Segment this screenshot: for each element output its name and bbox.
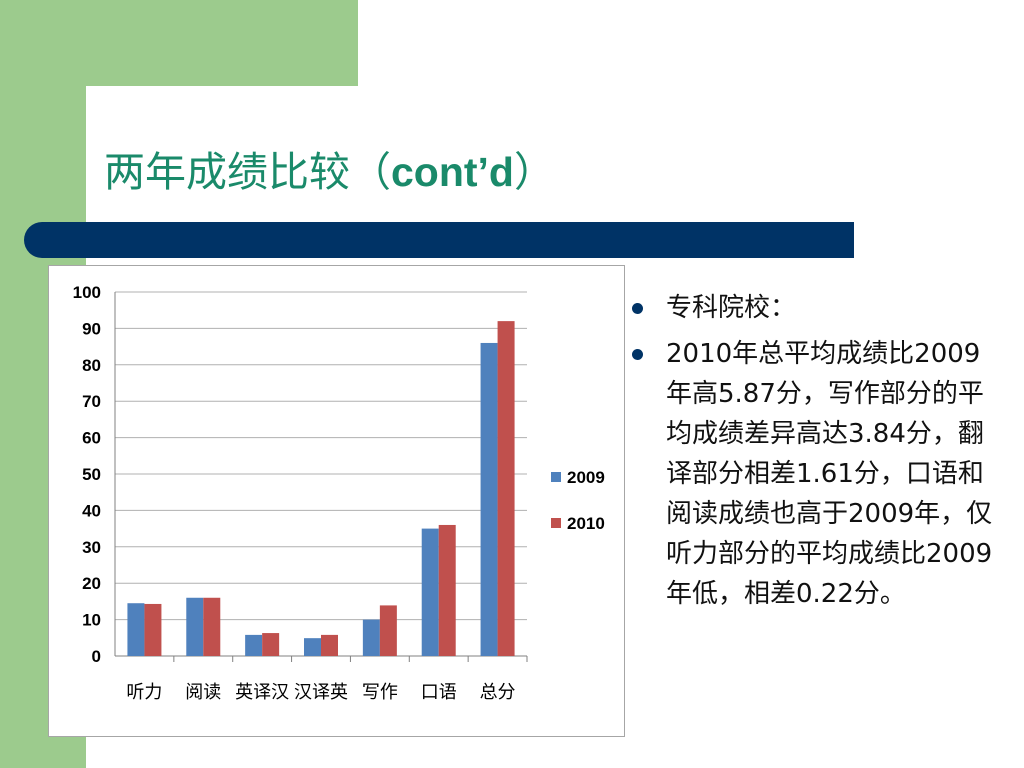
bar-2010-0 [144, 603, 162, 656]
bullet-text-1: 专科院校： [666, 293, 797, 323]
x-tick-label: 听力 [126, 682, 162, 703]
legend-label-2009: 2009 [567, 468, 605, 487]
y-tick-label: 60 [82, 429, 101, 448]
title-latin: cont’d [391, 149, 514, 195]
bar-2010-4 [379, 605, 397, 656]
legend-label-2010: 2010 [567, 514, 605, 533]
y-tick-label: 80 [82, 356, 101, 375]
y-tick-label: 90 [82, 319, 101, 338]
decor-green-block [0, 0, 358, 86]
bullet-list: 专科院校： 2010年总平均成绩比2009年高5.87分，写作部分的平均成绩差异… [626, 288, 1006, 620]
bar-2009-1 [186, 597, 204, 656]
bar-2009-5 [421, 528, 439, 656]
chart-frame: 0 10 20 30 40 50 60 70 80 90 100 听力 阅读 英译汉 汉译英 写作 口语 总分 20… [48, 265, 625, 737]
y-tick-label: 20 [82, 574, 101, 593]
legend-swatch-2010 [551, 518, 561, 528]
x-tick-label: 英译汉 [235, 682, 289, 703]
bar-2009-0 [127, 603, 145, 656]
x-tick-label: 汉译英 [294, 682, 348, 703]
bar-2010-2 [262, 633, 280, 656]
y-tick-label: 0 [92, 647, 101, 666]
title-chinese: 两年成绩比较（ [104, 148, 391, 196]
bullet-text-2: 2010年总平均成绩比2009年高5.87分，写作部分的平均成绩差异高达3.84… [666, 339, 993, 609]
title-close: ） [513, 148, 555, 196]
title-underline-bar [24, 222, 854, 258]
slide-title: 两年成绩比较（cont’d） [104, 140, 555, 204]
x-tick-label: 阅读 [185, 682, 221, 703]
bar-2010-1 [203, 597, 221, 656]
bar-chart: 0 10 20 30 40 50 60 70 80 90 100 听力 阅读 英译汉 汉译英 写作 口语 总分 20… [73, 283, 605, 703]
y-tick-label: 10 [82, 611, 101, 630]
y-tick-label: 70 [82, 392, 101, 411]
x-tick-label: 写作 [362, 682, 398, 703]
bar-2009-3 [304, 638, 321, 656]
bar-2009-2 [245, 634, 263, 656]
y-tick-label: 100 [73, 283, 101, 302]
y-tick-label: 40 [82, 501, 101, 520]
bar-2009-4 [362, 619, 380, 656]
bar-2010-6 [497, 321, 515, 656]
bar-2010-3 [321, 634, 338, 656]
bullet-item-1: 专科院校： [626, 288, 1006, 328]
x-tick-label: 口语 [421, 682, 457, 703]
legend-swatch-2009 [551, 472, 561, 482]
y-tick-label: 30 [82, 538, 101, 557]
bar-2010-5 [438, 524, 456, 656]
bullet-item-2: 2010年总平均成绩比2009年高5.87分，写作部分的平均成绩差异高达3.84… [626, 334, 1006, 614]
bar-2009-6 [480, 342, 498, 656]
x-tick-label: 总分 [480, 682, 516, 703]
y-tick-label: 50 [82, 465, 101, 484]
